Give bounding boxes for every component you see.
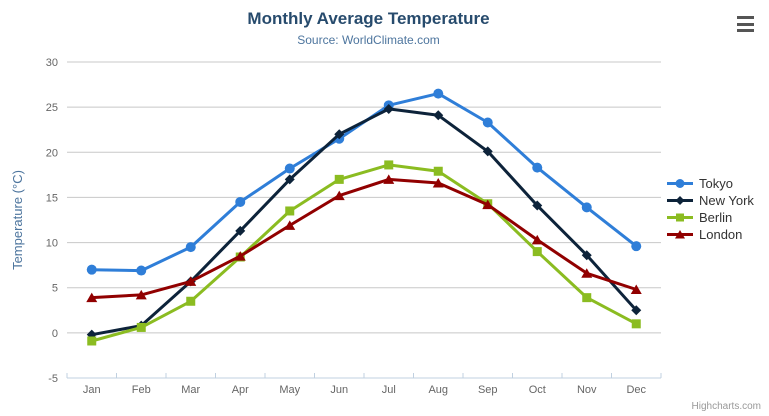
legend-marker[interactable] — [675, 179, 685, 188]
highcharts-credits-link[interactable]: Highcharts.com — [691, 401, 761, 412]
legend-marker[interactable] — [675, 196, 685, 205]
data-point-tokyo-dec[interactable] — [631, 241, 642, 252]
y-axis-tick-label: 5 — [52, 283, 58, 295]
x-axis-tick-label: Apr — [232, 384, 249, 396]
data-point-new-york-jun[interactable] — [334, 129, 345, 140]
y-axis-tick-label: 10 — [46, 238, 58, 250]
legend-label: Tokyo — [699, 176, 733, 191]
data-point-berlin-dec[interactable] — [631, 319, 641, 329]
data-point-london-jan[interactable] — [86, 292, 98, 303]
data-point-tokyo-feb[interactable] — [136, 265, 147, 276]
data-point-new-york-nov[interactable] — [581, 250, 592, 261]
hamburger-icon — [737, 16, 754, 19]
x-axis-tick-label: Mar — [181, 384, 200, 396]
data-point-london-jul[interactable] — [383, 174, 395, 184]
y-axis-tick-label: 30 — [46, 57, 58, 69]
x-axis-tick-label: Jan — [83, 384, 101, 396]
y-axis-tick-label: 15 — [46, 192, 58, 204]
x-axis-tick-label: Sep — [478, 384, 498, 396]
data-point-new-york-dec[interactable] — [631, 305, 642, 316]
series-tokyo[interactable] — [86, 88, 642, 276]
data-point-berlin-jan[interactable] — [87, 336, 97, 346]
data-point-new-york-sep[interactable] — [482, 146, 493, 157]
legend-label: New York — [699, 193, 754, 208]
series-line-new-york — [90, 107, 638, 337]
legend-item-berlin[interactable]: Berlin — [667, 209, 754, 226]
data-point-berlin-may[interactable] — [285, 206, 295, 216]
data-point-london-jun[interactable] — [333, 190, 345, 201]
y-axis-tick-label: -5 — [48, 373, 58, 385]
data-point-tokyo-jan[interactable] — [86, 264, 97, 275]
data-point-london-sep[interactable] — [482, 199, 494, 210]
data-point-london-dec[interactable] — [630, 284, 642, 295]
export-menu-button[interactable] — [735, 14, 756, 34]
chart-title: Monthly Average Temperature — [247, 9, 490, 28]
data-point-new-york-aug[interactable] — [433, 110, 444, 121]
data-point-tokyo-aug[interactable] — [433, 88, 444, 99]
data-point-tokyo-oct[interactable] — [532, 162, 543, 173]
data-point-tokyo-apr[interactable] — [235, 196, 246, 207]
x-axis-tick-label: Oct — [529, 384, 546, 396]
data-point-new-york-apr[interactable] — [235, 225, 246, 236]
y-axis-tick-label: 20 — [46, 147, 58, 159]
data-point-berlin-nov[interactable] — [582, 293, 592, 303]
data-point-berlin-jun[interactable] — [334, 174, 344, 184]
data-point-berlin-mar[interactable] — [186, 296, 196, 306]
data-point-tokyo-may[interactable] — [284, 163, 295, 174]
data-point-london-feb[interactable] — [135, 289, 147, 300]
legend-circle-icon — [667, 179, 693, 188]
data-point-london-mar[interactable] — [185, 276, 197, 286]
data-point-new-york-jul[interactable] — [383, 103, 394, 114]
series-line-berlin — [90, 163, 638, 343]
legend: Tokyo New York Berlin London — [667, 175, 754, 243]
x-axis-tick-label: Feb — [132, 384, 151, 396]
x-axis-tick-label: Jul — [382, 384, 396, 396]
data-point-london-nov[interactable] — [581, 268, 593, 278]
series-london[interactable] — [86, 174, 642, 303]
data-point-london-apr[interactable] — [234, 251, 246, 261]
hamburger-icon — [737, 22, 754, 26]
data-point-london-may[interactable] — [284, 220, 296, 230]
legend-triangle-icon — [667, 230, 693, 239]
legend-item-tokyo[interactable]: Tokyo — [667, 175, 754, 192]
y-axis-title: Temperature (°C) — [10, 170, 25, 270]
x-axis-tick-label: May — [279, 384, 300, 396]
legend-marker[interactable] — [675, 230, 685, 239]
hamburger-icon — [737, 29, 754, 32]
data-point-berlin-feb[interactable] — [136, 322, 146, 332]
chart-subtitle: Source: WorldClimate.com — [297, 33, 440, 47]
x-axis-tick-label: Dec — [626, 384, 646, 396]
data-point-london-aug[interactable] — [432, 177, 444, 188]
legend-square-icon — [667, 213, 693, 222]
data-point-tokyo-mar[interactable] — [185, 242, 196, 253]
legend-item-london[interactable]: London — [667, 226, 754, 243]
series-line-london — [90, 177, 638, 300]
x-axis-tick-label: Jun — [330, 384, 348, 396]
x-axis-tick-label: Nov — [577, 384, 597, 396]
data-point-berlin-oct[interactable] — [532, 247, 542, 257]
data-point-tokyo-sep[interactable] — [482, 117, 493, 128]
y-axis-tick-label: 0 — [52, 328, 58, 340]
data-point-new-york-may[interactable] — [284, 174, 295, 185]
legend-marker[interactable] — [676, 213, 684, 222]
y-axis-tick-label: 25 — [46, 102, 58, 114]
legend-item-new-york[interactable]: New York — [667, 192, 754, 209]
data-point-tokyo-nov[interactable] — [581, 202, 592, 213]
legend-diamond-icon — [667, 196, 693, 205]
data-point-new-york-oct[interactable] — [532, 200, 543, 211]
data-point-berlin-aug[interactable] — [433, 166, 443, 176]
x-axis-tick-label: Aug — [428, 384, 448, 396]
series-new-york[interactable] — [86, 103, 642, 340]
data-point-berlin-jul[interactable] — [384, 160, 394, 170]
data-point-london-oct[interactable] — [531, 234, 543, 245]
legend-label: London — [699, 227, 743, 242]
legend-label: Berlin — [699, 210, 733, 225]
